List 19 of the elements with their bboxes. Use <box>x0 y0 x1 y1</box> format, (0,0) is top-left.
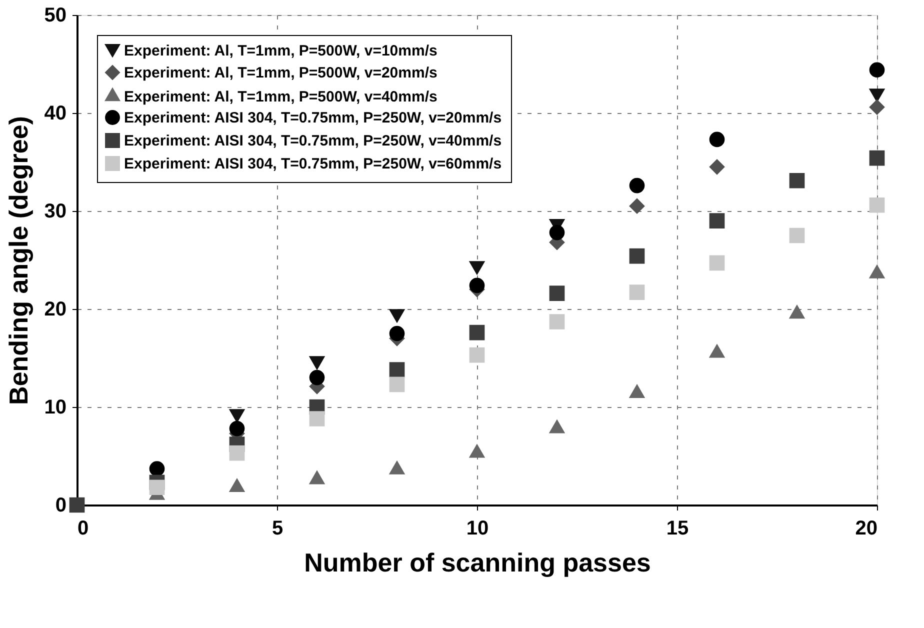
y-tick-label: 10 <box>44 396 66 418</box>
y-axis-title: Bending angle (degree) <box>3 116 34 405</box>
legend-label: Experiment: AISI 304, T=0.75mm, P=250W, v=40mm/s <box>124 132 502 150</box>
legend-label: Experiment: Al, T=1mm, P=500W, v=40mm/s <box>124 88 438 106</box>
legend-label: Experiment: Al, T=1mm, P=500W, v=10mm/s <box>124 42 438 60</box>
y-tick-label: 40 <box>44 102 66 124</box>
x-tick-label: 15 <box>666 518 689 540</box>
x-axis-title: Number of scanning passes <box>304 548 651 578</box>
legend-label: Experiment: Al, T=1mm, P=500W, v=20mm/s <box>124 64 438 82</box>
y-tick-label: 50 <box>44 4 66 26</box>
y-tick-label: 0 <box>55 494 66 516</box>
x-tick-label: 0 <box>78 518 89 540</box>
legend-label: Experiment: AISI 304, T=0.75mm, P=250W, v=60mm/s <box>124 156 502 172</box>
x-tick-label: 10 <box>466 518 489 540</box>
y-tick-label: 30 <box>44 200 66 222</box>
x-tick-label: 20 <box>855 518 878 540</box>
y-tick-label: 20 <box>44 298 66 320</box>
x-tick-label: 5 <box>272 518 284 540</box>
legend-label: Experiment: AISI 304, T=0.75mm, P=250W, v=20mm/s <box>124 110 502 126</box>
